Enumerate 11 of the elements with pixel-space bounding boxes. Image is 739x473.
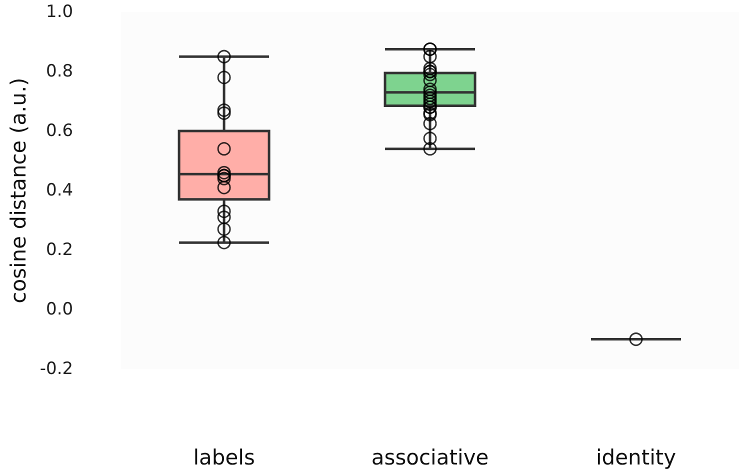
- y-tick-label: 0.2: [46, 240, 74, 260]
- y-tick-label: 0.0: [46, 300, 74, 320]
- x-tick-label: labels: [193, 446, 255, 470]
- y-tick-label: 0.8: [46, 62, 74, 82]
- x-tick-label: identity: [596, 446, 676, 470]
- x-tick-label: associative: [371, 446, 489, 470]
- y-tick-label: 0.6: [46, 121, 74, 141]
- y-tick-label: 0.4: [46, 180, 74, 200]
- y-axis-title: cosine distance (a.u.): [6, 78, 30, 304]
- y-tick-label: -0.2: [40, 359, 74, 379]
- y-tick-label: 1.0: [46, 2, 74, 22]
